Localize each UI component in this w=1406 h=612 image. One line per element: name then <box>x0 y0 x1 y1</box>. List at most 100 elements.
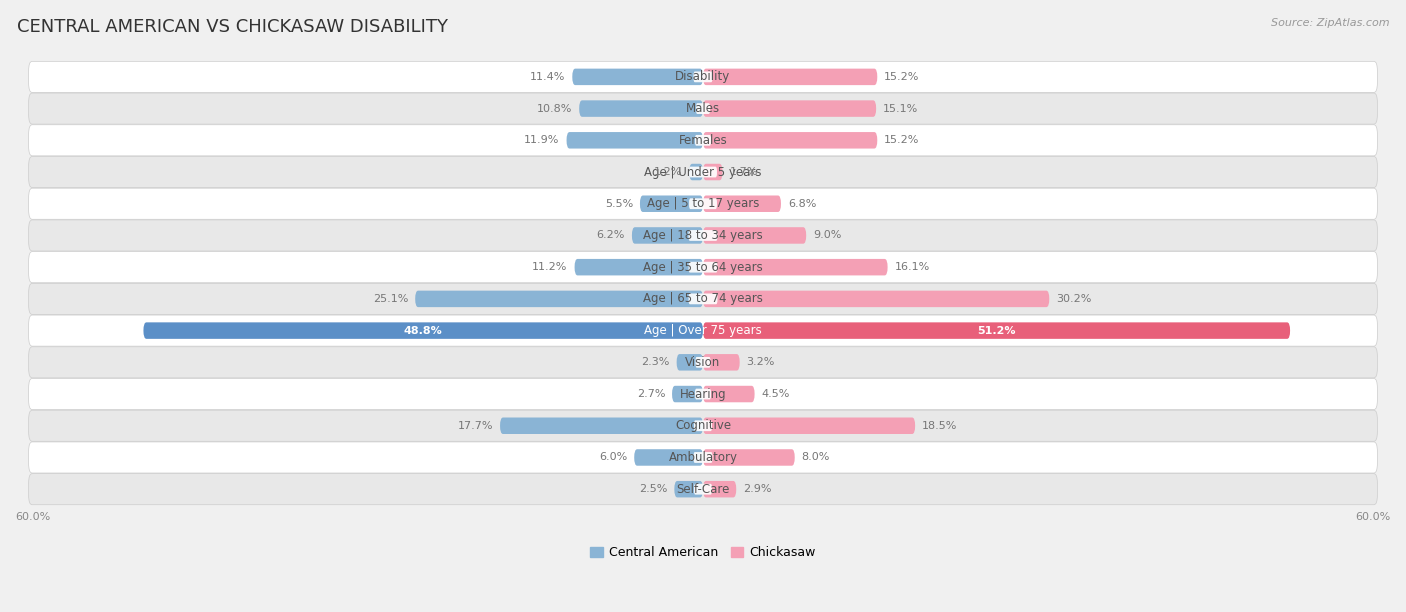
FancyBboxPatch shape <box>143 323 703 339</box>
Text: 6.8%: 6.8% <box>787 199 817 209</box>
Text: 48.8%: 48.8% <box>404 326 443 335</box>
Text: Source: ZipAtlas.com: Source: ZipAtlas.com <box>1271 18 1389 28</box>
FancyBboxPatch shape <box>631 227 703 244</box>
FancyBboxPatch shape <box>703 449 794 466</box>
FancyBboxPatch shape <box>703 259 887 275</box>
FancyBboxPatch shape <box>28 188 1378 219</box>
Text: Age | 65 to 74 years: Age | 65 to 74 years <box>643 293 763 305</box>
FancyBboxPatch shape <box>703 354 740 371</box>
FancyBboxPatch shape <box>703 291 1049 307</box>
FancyBboxPatch shape <box>676 354 703 371</box>
FancyBboxPatch shape <box>634 449 703 466</box>
Text: Males: Males <box>686 102 720 115</box>
Text: 30.2%: 30.2% <box>1056 294 1091 304</box>
Text: 8.0%: 8.0% <box>801 452 830 463</box>
Text: 11.9%: 11.9% <box>524 135 560 145</box>
Text: Age | 35 to 64 years: Age | 35 to 64 years <box>643 261 763 274</box>
Text: 11.2%: 11.2% <box>533 262 568 272</box>
FancyBboxPatch shape <box>28 283 1378 315</box>
FancyBboxPatch shape <box>28 410 1378 441</box>
FancyBboxPatch shape <box>640 195 703 212</box>
Text: CENTRAL AMERICAN VS CHICKASAW DISABILITY: CENTRAL AMERICAN VS CHICKASAW DISABILITY <box>17 18 449 36</box>
FancyBboxPatch shape <box>28 347 1378 378</box>
Text: 4.5%: 4.5% <box>762 389 790 399</box>
FancyBboxPatch shape <box>689 164 703 181</box>
Text: Ambulatory: Ambulatory <box>668 451 738 464</box>
FancyBboxPatch shape <box>28 61 1378 92</box>
FancyBboxPatch shape <box>703 132 877 149</box>
FancyBboxPatch shape <box>689 230 717 241</box>
Text: 6.0%: 6.0% <box>599 452 627 463</box>
Text: Age | 18 to 34 years: Age | 18 to 34 years <box>643 229 763 242</box>
FancyBboxPatch shape <box>28 315 1378 346</box>
FancyBboxPatch shape <box>28 252 1378 283</box>
FancyBboxPatch shape <box>689 198 717 209</box>
FancyBboxPatch shape <box>28 378 1378 409</box>
Text: 17.7%: 17.7% <box>458 421 494 431</box>
Text: Self-Care: Self-Care <box>676 483 730 496</box>
FancyBboxPatch shape <box>28 125 1378 156</box>
Text: 51.2%: 51.2% <box>977 326 1015 335</box>
Text: 6.2%: 6.2% <box>596 231 626 241</box>
FancyBboxPatch shape <box>693 452 713 463</box>
FancyBboxPatch shape <box>693 72 713 82</box>
Text: 9.0%: 9.0% <box>813 231 841 241</box>
FancyBboxPatch shape <box>672 386 703 402</box>
Text: 60.0%: 60.0% <box>15 512 51 522</box>
FancyBboxPatch shape <box>575 259 703 275</box>
Text: 18.5%: 18.5% <box>922 421 957 431</box>
Text: 10.8%: 10.8% <box>537 103 572 114</box>
FancyBboxPatch shape <box>28 220 1378 251</box>
Text: 1.7%: 1.7% <box>730 167 758 177</box>
Text: 11.4%: 11.4% <box>530 72 565 82</box>
FancyBboxPatch shape <box>703 323 1291 339</box>
FancyBboxPatch shape <box>28 442 1378 473</box>
FancyBboxPatch shape <box>689 262 717 272</box>
Text: 2.3%: 2.3% <box>641 357 669 367</box>
FancyBboxPatch shape <box>703 69 877 85</box>
Text: 2.7%: 2.7% <box>637 389 665 399</box>
Text: 2.5%: 2.5% <box>640 484 668 494</box>
FancyBboxPatch shape <box>501 417 703 434</box>
Text: Hearing: Hearing <box>679 387 727 400</box>
FancyBboxPatch shape <box>695 135 711 146</box>
Text: Age | 5 to 17 years: Age | 5 to 17 years <box>647 197 759 211</box>
FancyBboxPatch shape <box>703 386 755 402</box>
FancyBboxPatch shape <box>579 100 703 117</box>
FancyBboxPatch shape <box>703 417 915 434</box>
Text: 2.9%: 2.9% <box>744 484 772 494</box>
FancyBboxPatch shape <box>703 481 737 498</box>
FancyBboxPatch shape <box>415 291 703 307</box>
FancyBboxPatch shape <box>689 166 717 177</box>
Text: Disability: Disability <box>675 70 731 83</box>
FancyBboxPatch shape <box>572 69 703 85</box>
Text: 5.5%: 5.5% <box>605 199 633 209</box>
Text: Age | Over 75 years: Age | Over 75 years <box>644 324 762 337</box>
Text: 1.2%: 1.2% <box>654 167 682 177</box>
FancyBboxPatch shape <box>675 481 703 498</box>
Text: Age | Under 5 years: Age | Under 5 years <box>644 165 762 179</box>
Text: Females: Females <box>679 134 727 147</box>
FancyBboxPatch shape <box>28 93 1378 124</box>
Text: 15.1%: 15.1% <box>883 103 918 114</box>
FancyBboxPatch shape <box>689 294 717 304</box>
FancyBboxPatch shape <box>696 357 710 368</box>
FancyBboxPatch shape <box>695 484 711 494</box>
Text: 3.2%: 3.2% <box>747 357 775 367</box>
FancyBboxPatch shape <box>703 100 876 117</box>
FancyBboxPatch shape <box>703 227 806 244</box>
FancyBboxPatch shape <box>695 420 711 431</box>
Text: 15.2%: 15.2% <box>884 72 920 82</box>
Text: Vision: Vision <box>685 356 721 369</box>
Text: 60.0%: 60.0% <box>1355 512 1391 522</box>
Text: Cognitive: Cognitive <box>675 419 731 432</box>
FancyBboxPatch shape <box>703 195 780 212</box>
Text: 15.2%: 15.2% <box>884 135 920 145</box>
FancyBboxPatch shape <box>695 389 711 400</box>
Text: 16.1%: 16.1% <box>894 262 929 272</box>
Text: 25.1%: 25.1% <box>373 294 408 304</box>
FancyBboxPatch shape <box>567 132 703 149</box>
FancyBboxPatch shape <box>696 103 710 114</box>
FancyBboxPatch shape <box>703 164 723 181</box>
FancyBboxPatch shape <box>28 474 1378 505</box>
